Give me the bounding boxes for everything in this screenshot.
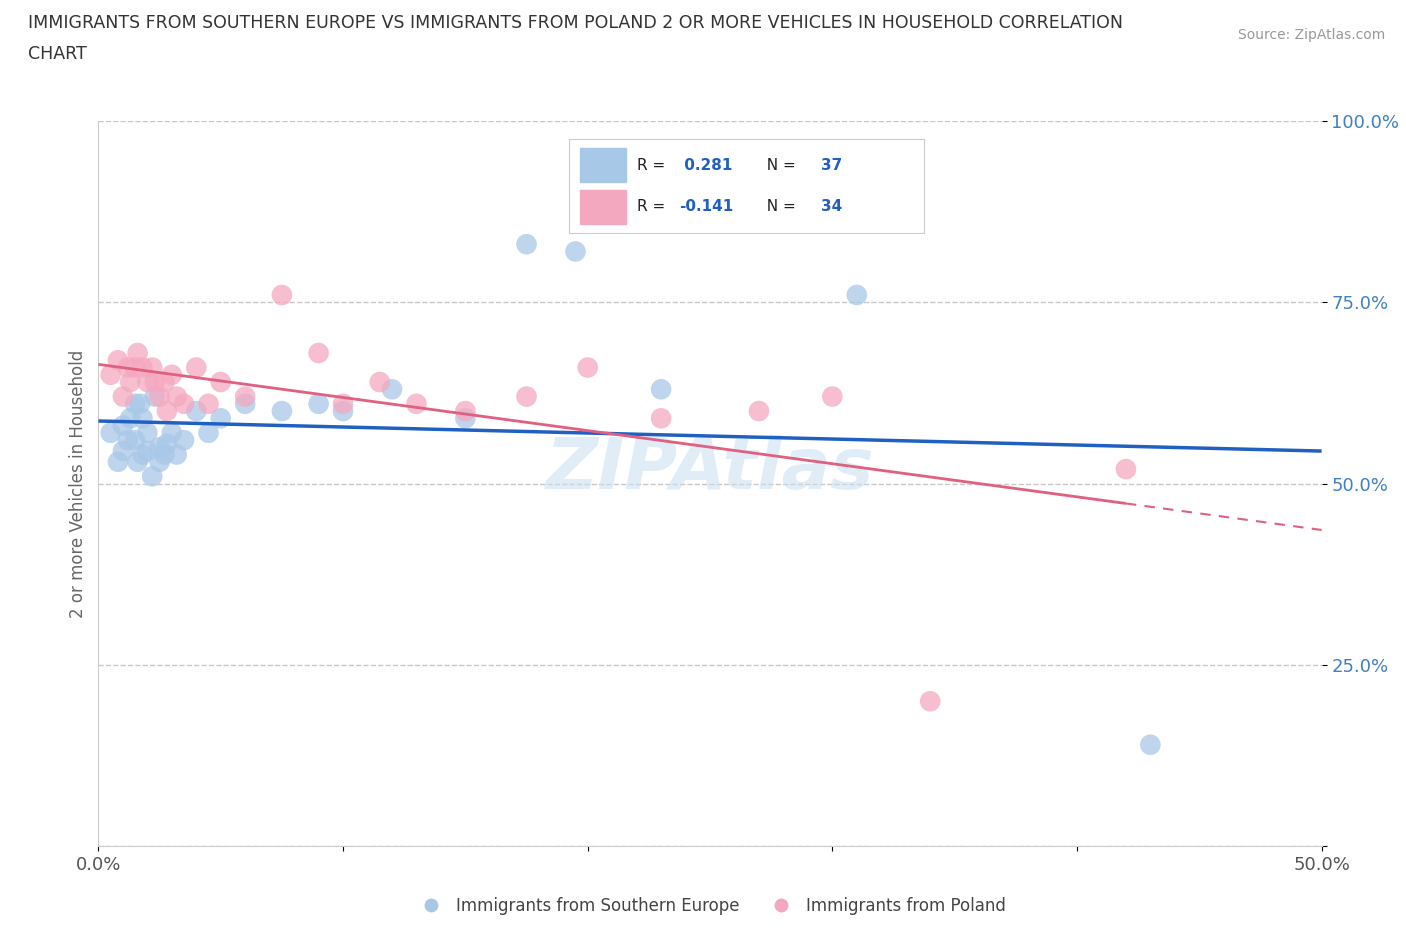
Point xyxy=(368,375,391,390)
Point xyxy=(515,237,537,252)
Point xyxy=(454,404,477,418)
Point xyxy=(136,425,159,440)
Point xyxy=(124,432,146,447)
Point xyxy=(173,396,195,411)
Point xyxy=(143,389,166,404)
Point xyxy=(270,404,294,418)
Point xyxy=(136,375,159,390)
Legend: Immigrants from Southern Europe, Immigrants from Poland: Immigrants from Southern Europe, Immigra… xyxy=(408,890,1012,922)
Point xyxy=(131,360,153,375)
Point xyxy=(131,411,153,426)
Point xyxy=(332,404,354,418)
Point xyxy=(149,389,172,404)
Point xyxy=(124,396,146,411)
Point xyxy=(160,425,183,440)
Point xyxy=(166,389,188,404)
Point xyxy=(136,444,159,458)
Y-axis label: 2 or more Vehicles in Household: 2 or more Vehicles in Household xyxy=(69,350,87,618)
Point xyxy=(124,360,146,375)
Point xyxy=(149,455,172,470)
Point xyxy=(454,411,477,426)
Text: ZIPAtlas: ZIPAtlas xyxy=(546,434,875,503)
Point xyxy=(209,411,232,426)
Point xyxy=(920,694,942,709)
Point xyxy=(308,396,330,411)
Point xyxy=(209,375,232,390)
Point xyxy=(576,360,599,375)
Point xyxy=(173,432,195,447)
Point xyxy=(131,447,153,462)
Point xyxy=(186,360,208,375)
Point xyxy=(127,346,149,361)
Point xyxy=(120,375,142,390)
Point xyxy=(650,411,672,426)
Point xyxy=(111,389,134,404)
Point xyxy=(111,418,134,433)
Point xyxy=(156,404,179,418)
Point xyxy=(141,469,163,484)
Point xyxy=(153,447,176,462)
Text: IMMIGRANTS FROM SOUTHERN EUROPE VS IMMIGRANTS FROM POLAND 2 OR MORE VEHICLES IN : IMMIGRANTS FROM SOUTHERN EUROPE VS IMMIG… xyxy=(28,14,1123,32)
Point xyxy=(100,367,122,382)
Point xyxy=(233,396,256,411)
Text: CHART: CHART xyxy=(28,45,87,62)
Point xyxy=(748,404,770,418)
Point xyxy=(650,382,672,397)
Point xyxy=(120,411,142,426)
Point xyxy=(197,425,219,440)
Point xyxy=(308,346,330,361)
Point xyxy=(1115,461,1137,476)
Point xyxy=(186,404,208,418)
Point xyxy=(117,432,139,447)
Point xyxy=(127,455,149,470)
Point xyxy=(564,244,586,259)
Text: Source: ZipAtlas.com: Source: ZipAtlas.com xyxy=(1237,28,1385,42)
Point xyxy=(156,436,179,451)
Point xyxy=(107,455,129,470)
Point xyxy=(143,375,166,390)
Point xyxy=(100,425,122,440)
Point xyxy=(166,447,188,462)
Point xyxy=(821,389,844,404)
Point xyxy=(515,389,537,404)
Point xyxy=(153,375,176,390)
Point xyxy=(197,396,219,411)
Point xyxy=(270,287,294,302)
Point xyxy=(332,396,354,411)
Point xyxy=(381,382,404,397)
Point xyxy=(405,396,427,411)
Point xyxy=(160,367,183,382)
Point xyxy=(845,287,868,302)
Point xyxy=(117,360,139,375)
Point xyxy=(1139,737,1161,752)
Point xyxy=(111,444,134,458)
Point xyxy=(107,352,129,367)
Point xyxy=(129,396,152,411)
Point xyxy=(233,389,256,404)
Point xyxy=(141,360,163,375)
Point xyxy=(149,440,172,455)
